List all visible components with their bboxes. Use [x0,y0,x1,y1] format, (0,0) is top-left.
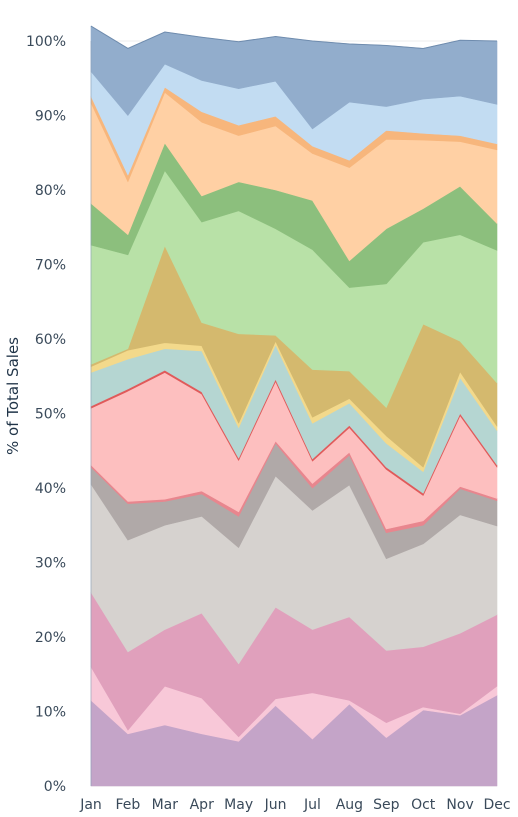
x-tick-label: Sep [373,797,400,813]
x-tick-label: Jan [79,797,102,813]
y-tick-label: 50% [35,407,66,423]
stack-top-line [90,25,498,50]
x-tick-label: Jun [264,797,287,813]
x-tick-label: Nov [446,797,473,813]
x-tick-label: Feb [116,797,141,813]
y-tick-label: 100% [26,34,66,50]
x-tick-label: Aug [336,797,363,813]
area-series-group [90,25,498,787]
y-axis-title: % of Total Sales [4,337,22,455]
x-tick-label: Apr [190,797,214,813]
x-tick-label: May [224,797,253,813]
x-tick-label: Jul [303,797,321,813]
y-tick-label: 10% [35,705,66,721]
y-tick-label: 0% [44,779,66,795]
y-tick-label: 40% [35,481,66,497]
x-tick-label: Mar [152,797,179,813]
x-tick-label: Oct [411,797,436,813]
y-tick-label: 30% [35,556,66,572]
x-tick-label: Dec [483,797,510,813]
y-tick-label: 80% [35,183,66,199]
y-tick-label: 60% [35,332,66,348]
y-tick-label: 90% [35,109,66,125]
y-tick-label: 20% [35,630,66,646]
y-tick-label: 70% [35,258,66,274]
